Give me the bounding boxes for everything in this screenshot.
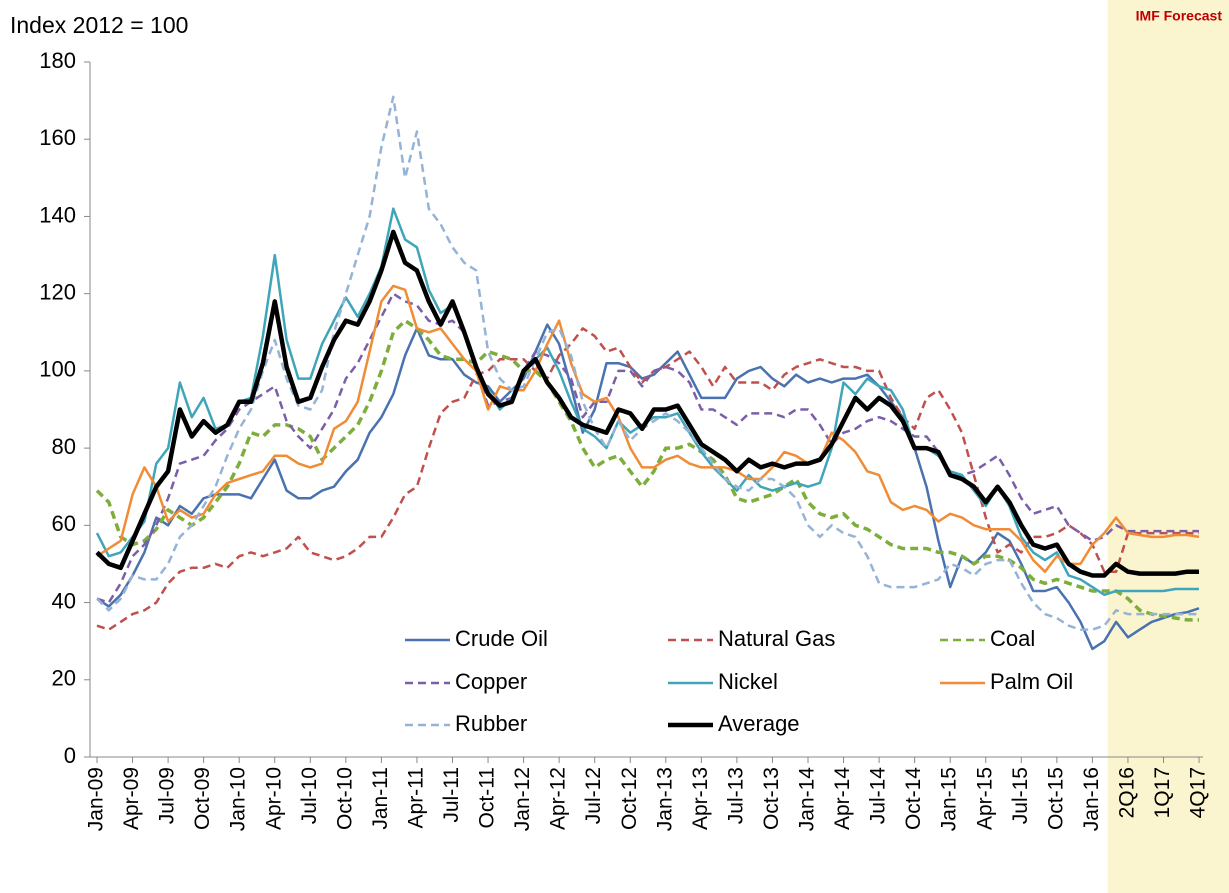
forecast-shade [1107, 0, 1229, 893]
x-tick-label: Jul-15 [1009, 767, 1032, 824]
x-tick-label: Jan-09 [85, 767, 108, 831]
y-tick-label: 140 [39, 202, 76, 227]
y-tick-label: 0 [64, 743, 76, 768]
y-tick-label: 180 [39, 48, 76, 73]
x-tick-label: 1Q17 [1151, 767, 1174, 818]
x-tick-label: Apr-09 [120, 767, 143, 830]
y-axis-label: Index 2012 = 100 [10, 12, 188, 38]
forecast-label: IMF Forecast [1136, 8, 1223, 24]
x-tick-label: Jan-13 [653, 767, 676, 831]
x-tick-label: Jan-11 [369, 767, 392, 830]
y-tick-label: 80 [52, 434, 76, 459]
x-tick-label: Jan-10 [227, 767, 250, 831]
y-tick-label: 160 [39, 125, 76, 150]
x-tick-label: Oct-13 [760, 767, 783, 830]
series-line [96, 284, 1200, 573]
x-tick-label: Jul-14 [867, 767, 890, 825]
y-tick-label: 40 [52, 588, 76, 613]
x-tick-label: Apr-13 [689, 767, 712, 830]
x-tick-label: Jan-14 [796, 767, 819, 832]
y-tick-label: 60 [52, 511, 76, 536]
legend-label: Average [718, 711, 800, 736]
x-tick-label: Apr-11 [404, 767, 427, 828]
x-tick-label: Jul-10 [298, 767, 321, 824]
series-line [95, 229, 1199, 578]
y-tick-label: 120 [39, 279, 76, 304]
x-tick-label: Apr-14 [831, 767, 854, 830]
x-tick-label: 2Q16 [1115, 767, 1138, 818]
x-tick-label: Oct-15 [1044, 767, 1067, 830]
x-tick-label: Oct-14 [902, 767, 925, 830]
x-tick-label: Oct-11 [476, 767, 499, 828]
legend-label: Palm Oil [990, 669, 1073, 694]
x-tick-label: Jan-16 [1080, 767, 1103, 831]
series-line [96, 95, 1199, 631]
legend-label: Natural Gas [718, 626, 835, 651]
y-tick-label: 20 [52, 666, 76, 691]
x-tick-label: Oct-09 [191, 767, 214, 830]
legend-label: Copper [455, 669, 527, 694]
x-tick-label: Jan-12 [511, 767, 534, 831]
x-tick-label: Apr-15 [973, 767, 996, 830]
series-line [96, 292, 1199, 604]
x-tick-label: Jul-11 [440, 767, 463, 823]
series-line [95, 318, 1199, 622]
x-tick-label: Jul-12 [582, 767, 605, 824]
x-tick-label: Oct-10 [333, 767, 356, 830]
x-tick-label: Jul-13 [724, 767, 747, 824]
x-tick-label: Apr-12 [547, 767, 570, 830]
y-tick-label: 100 [39, 357, 76, 382]
x-tick-label: Apr-10 [262, 767, 285, 830]
x-tick-label: Jan-15 [938, 767, 961, 831]
x-tick-label: Oct-12 [618, 767, 641, 830]
legend-label: Crude Oil [455, 626, 548, 651]
x-tick-label: 4Q17 [1187, 767, 1210, 818]
legend-label: Coal [990, 626, 1035, 651]
legend-label: Rubber [455, 711, 527, 736]
legend-label: Nickel [718, 669, 778, 694]
x-tick-label: Jul-09 [156, 767, 179, 824]
